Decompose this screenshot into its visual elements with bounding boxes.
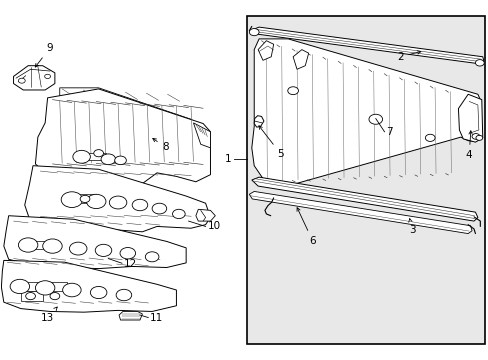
Circle shape: [152, 203, 166, 214]
Polygon shape: [86, 153, 106, 160]
Polygon shape: [74, 194, 96, 203]
Circle shape: [145, 252, 159, 262]
Polygon shape: [4, 216, 186, 269]
Text: 8: 8: [152, 139, 169, 152]
Circle shape: [90, 287, 107, 298]
Polygon shape: [249, 192, 471, 234]
Polygon shape: [292, 50, 308, 69]
Polygon shape: [19, 282, 42, 292]
Polygon shape: [254, 116, 264, 127]
Circle shape: [95, 244, 112, 256]
Circle shape: [73, 150, 90, 163]
Circle shape: [249, 28, 259, 36]
Circle shape: [115, 156, 126, 165]
Circle shape: [19, 78, 25, 83]
Circle shape: [10, 279, 30, 294]
Polygon shape: [30, 242, 50, 249]
Polygon shape: [119, 311, 142, 320]
Circle shape: [471, 134, 479, 139]
Circle shape: [35, 281, 55, 295]
Polygon shape: [35, 89, 210, 184]
Polygon shape: [14, 66, 55, 90]
Polygon shape: [251, 27, 483, 64]
Text: 9: 9: [35, 43, 53, 67]
Polygon shape: [25, 166, 210, 232]
Text: 10: 10: [207, 221, 221, 231]
Text: 2: 2: [396, 51, 420, 62]
Text: 11: 11: [149, 313, 163, 323]
Circle shape: [94, 150, 103, 157]
Circle shape: [116, 289, 131, 301]
Circle shape: [42, 239, 62, 253]
Circle shape: [44, 74, 50, 78]
Circle shape: [287, 87, 298, 95]
Bar: [246, 16, 484, 344]
Circle shape: [50, 293, 60, 300]
Circle shape: [19, 238, 38, 252]
Circle shape: [109, 196, 126, 209]
Circle shape: [368, 114, 382, 124]
Circle shape: [69, 242, 87, 255]
Text: 6: 6: [296, 208, 315, 246]
Polygon shape: [21, 292, 42, 301]
Circle shape: [80, 195, 90, 203]
Polygon shape: [1, 260, 176, 312]
Polygon shape: [193, 123, 210, 148]
Polygon shape: [251, 177, 477, 221]
Polygon shape: [251, 39, 479, 187]
Text: 3: 3: [408, 219, 415, 235]
Polygon shape: [196, 209, 215, 221]
Text: 1: 1: [225, 154, 231, 164]
Polygon shape: [45, 282, 67, 291]
Text: 7: 7: [386, 127, 392, 138]
Circle shape: [86, 194, 106, 208]
Circle shape: [474, 60, 483, 66]
Text: 4: 4: [465, 131, 471, 160]
Circle shape: [120, 248, 135, 259]
Circle shape: [475, 135, 482, 140]
Circle shape: [132, 199, 147, 211]
Circle shape: [62, 283, 81, 297]
Text: 12: 12: [123, 259, 137, 269]
Polygon shape: [458, 94, 482, 142]
Circle shape: [425, 134, 434, 141]
Circle shape: [26, 293, 35, 300]
Polygon shape: [60, 88, 201, 126]
Circle shape: [101, 154, 116, 165]
Circle shape: [61, 192, 82, 207]
Circle shape: [172, 209, 185, 219]
Polygon shape: [258, 41, 273, 60]
Text: 13: 13: [41, 307, 57, 323]
Text: 5: 5: [258, 126, 284, 159]
